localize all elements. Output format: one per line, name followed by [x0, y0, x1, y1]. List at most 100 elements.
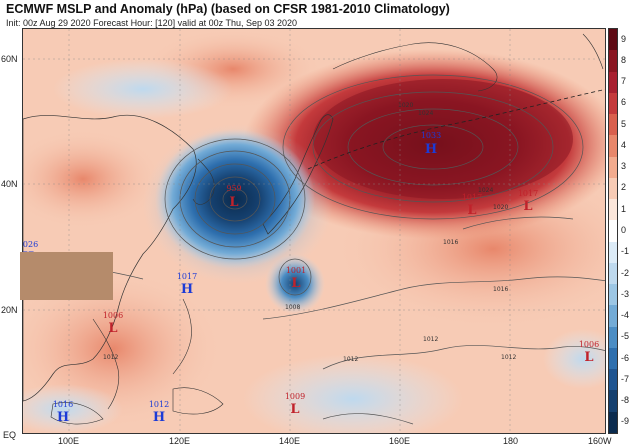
- high-center-sulawesi: 1012 H: [149, 400, 169, 425]
- chart-subtitle: Init: 00z Aug 29 2020 Forecast Hour: [12…: [6, 18, 298, 28]
- isobar-label: 1016: [493, 286, 508, 293]
- colorbar-segment: [609, 262, 617, 284]
- colorbar-tick-label: -2: [621, 267, 630, 278]
- colorbar-tick-label: -3: [621, 288, 630, 299]
- colorbar-segment: [609, 326, 617, 348]
- lon-label-160w: 160W: [588, 436, 612, 446]
- chart-title: ECMWF MSLP and Anomaly (hPa) (based on C…: [6, 2, 450, 16]
- isobar-label: 1024: [418, 110, 433, 117]
- lat-label-eq: EQ: [3, 430, 17, 440]
- isobar-label: 1012: [423, 336, 438, 343]
- coastline-korea: [192, 158, 215, 205]
- coastline-japan: [262, 114, 334, 235]
- colorbar-tick-label: 4: [621, 139, 627, 150]
- high-center-borneo: 1016 H: [53, 400, 73, 425]
- isobar-label: 1012: [103, 354, 118, 361]
- colorbar-segment: [609, 114, 617, 136]
- colorbar-tick-label: 8: [621, 54, 627, 65]
- lat-label-60n: 60N: [1, 54, 18, 64]
- colorbar-segment: [609, 92, 617, 114]
- svg-text:L: L: [584, 350, 593, 365]
- anomaly-map: 1024 1020 1016 1012 1008 1012 1012 1016 …: [23, 29, 605, 433]
- isobar-label: 1012: [501, 354, 516, 361]
- isobar-label: 1012: [343, 356, 358, 363]
- low-center-far-east: 1006 L: [579, 340, 599, 365]
- colorbar-segment: [609, 50, 617, 72]
- low-center-indochina: 1006 L: [103, 311, 123, 336]
- lat-label-40n: 40N: [1, 179, 18, 189]
- low-center-east-1: 1017 L: [462, 193, 482, 218]
- map-panel: 1024 1020 1016 1012 1008 1012 1012 1016 …: [22, 28, 606, 434]
- lon-label-160e: 160E: [389, 436, 411, 446]
- svg-text:1017: 1017: [177, 272, 197, 281]
- svg-text:1017: 1017: [518, 189, 538, 198]
- svg-text:H: H: [181, 282, 193, 297]
- svg-text:L: L: [290, 402, 299, 417]
- colorbar-tick-label: -5: [621, 331, 630, 342]
- colorbar: [608, 28, 618, 434]
- frontal-track: [307, 89, 605, 170]
- svg-text:1033: 1033: [421, 131, 441, 140]
- graticule: [23, 29, 605, 433]
- svg-text:L: L: [523, 199, 532, 214]
- low-center-typhoon: 959 L: [226, 184, 241, 210]
- colorbar-segment: [609, 347, 617, 369]
- svg-text:L: L: [108, 321, 117, 336]
- svg-text:1017: 1017: [462, 193, 482, 202]
- coastline-philippines: [172, 298, 192, 375]
- low-center-secondary: 1001 L: [286, 266, 306, 291]
- colorbar-tick-label: 9: [621, 33, 627, 44]
- svg-text:1006: 1006: [579, 340, 599, 349]
- svg-text:L: L: [291, 276, 300, 291]
- colorbar-tick-label: 5: [621, 118, 627, 129]
- svg-text:H: H: [153, 410, 165, 425]
- colorbar-segment: [609, 411, 617, 433]
- colorbar-tick-label: -9: [621, 416, 630, 427]
- coastline-asia: [23, 114, 197, 402]
- colorbar-tick-label: -7: [621, 373, 630, 384]
- colorbar-segment: [609, 390, 617, 412]
- colorbar-tick-label: 6: [621, 97, 627, 108]
- lon-label-120e: 120E: [169, 436, 191, 446]
- colorbar-tick-label: 3: [621, 161, 627, 172]
- svg-text:1006: 1006: [103, 311, 123, 320]
- svg-text:H: H: [57, 410, 69, 425]
- colorbar-segment: [609, 29, 617, 51]
- svg-text:1016: 1016: [53, 400, 73, 409]
- colorbar-segment: [609, 369, 617, 391]
- low-center-south: 1009 L: [285, 392, 305, 417]
- colorbar-segment: [609, 220, 617, 242]
- isobar-label: 1016: [443, 239, 458, 246]
- svg-text:H: H: [425, 142, 437, 157]
- isobar-label: 1020: [493, 204, 508, 211]
- isobar-label: 1024: [478, 187, 493, 194]
- high-center-pacific: 1033 H: [421, 131, 441, 157]
- coastline-kamchatka: [332, 42, 498, 92]
- colorbar-tick-label: 0: [621, 225, 627, 235]
- colorbar-tick-label: 2: [621, 182, 627, 193]
- colorbar-tick-label: -6: [621, 352, 630, 363]
- low-center-east-2: 1017 L: [518, 189, 538, 214]
- svg-text:959: 959: [226, 184, 241, 193]
- svg-text:1009: 1009: [285, 392, 305, 401]
- isobar-label: 1008: [285, 304, 300, 311]
- svg-text:1001: 1001: [286, 266, 306, 275]
- colorbar-tick-label: -8: [621, 395, 630, 406]
- colorbar-segment: [609, 199, 617, 221]
- isobar-label: 1020: [398, 102, 413, 109]
- lon-label-100e: 100E: [58, 436, 80, 446]
- svg-text:1026: 1026: [23, 240, 38, 249]
- colorbar-tick-label: 7: [621, 76, 627, 87]
- redacted-block: [20, 252, 113, 300]
- svg-text:L: L: [229, 195, 238, 210]
- high-center-taiwan: 1017 H: [177, 272, 197, 297]
- svg-text:1012: 1012: [149, 400, 169, 409]
- lat-label-20n: 20N: [1, 305, 18, 315]
- colorbar-segment: [609, 305, 617, 327]
- colorbar-segment: [609, 71, 617, 93]
- colorbar-tick-label: -4: [621, 310, 630, 321]
- colorbar-tick-label: -1: [621, 246, 630, 257]
- colorbar-segment: [609, 177, 617, 199]
- colorbar-segment: [609, 241, 617, 263]
- lon-label-140e: 140E: [279, 436, 301, 446]
